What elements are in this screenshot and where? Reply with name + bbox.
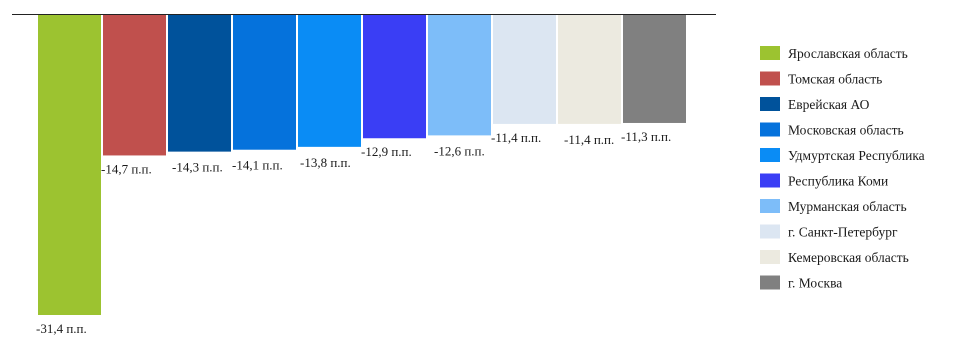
- legend-swatch-4: [760, 122, 780, 137]
- legend-label-7: Мурманская область: [788, 199, 907, 214]
- legend-label-8: г. Санкт-Петербург: [788, 225, 898, 240]
- bar-10: [623, 15, 686, 123]
- bar-1: [38, 15, 101, 315]
- legend-label-3: Еврейская АО: [788, 97, 870, 112]
- legend-label-6: Республика Коми: [788, 174, 888, 189]
- bars-group: [38, 15, 686, 315]
- data-label-4: -14,1 п.п.: [232, 158, 283, 173]
- bar-6: [363, 15, 426, 139]
- data-label-6: -12,9 п.п.: [361, 144, 412, 159]
- legend-swatch-1: [760, 46, 780, 60]
- legend-label-10: г. Москва: [788, 276, 842, 291]
- bar-3: [168, 15, 231, 152]
- legend-swatch-2: [760, 71, 780, 86]
- data-label-1: -31,4 п.п.: [36, 321, 87, 336]
- legend-swatch-5: [760, 148, 780, 162]
- data-label-8: -11,4 п.п.: [491, 130, 541, 145]
- data-label-9: -11,4 п.п.: [564, 132, 614, 147]
- legend-swatch-7: [760, 199, 780, 213]
- legend-swatch-3: [760, 97, 780, 111]
- legend-label-4: Московская область: [788, 123, 904, 138]
- bar-7: [428, 15, 491, 136]
- legend-label-1: Ярославская область: [788, 46, 908, 61]
- data-labels-group: -31,4 п.п. -14,7 п.п. -14,3 п.п. -14,1 п.п.…: [36, 129, 671, 336]
- data-label-10: -11,3 п.п.: [621, 129, 671, 144]
- data-label-7: -12,6 п.п.: [434, 143, 485, 158]
- bar-4: [233, 15, 296, 150]
- data-label-3: -14,3 п.п.: [172, 160, 223, 175]
- legend-label-2: Томская область: [788, 72, 882, 87]
- legend-swatch-8: [760, 224, 780, 239]
- legend-label-5: Удмуртская Республика: [788, 148, 925, 163]
- data-label-5: -13,8 п.п.: [300, 155, 351, 170]
- bar-9: [558, 15, 621, 124]
- legend-swatch-10: [760, 275, 780, 290]
- legend-swatch-9: [760, 250, 780, 264]
- legend: Ярославская область Томская область Еврейс…: [760, 46, 925, 291]
- data-label-2: -14,7 п.п.: [101, 161, 152, 176]
- bar-8: [493, 15, 556, 124]
- legend-label-9: Кемеровская область: [788, 250, 909, 265]
- legend-swatch-6: [760, 173, 780, 188]
- bar-5: [298, 15, 361, 147]
- bar-2: [103, 15, 166, 156]
